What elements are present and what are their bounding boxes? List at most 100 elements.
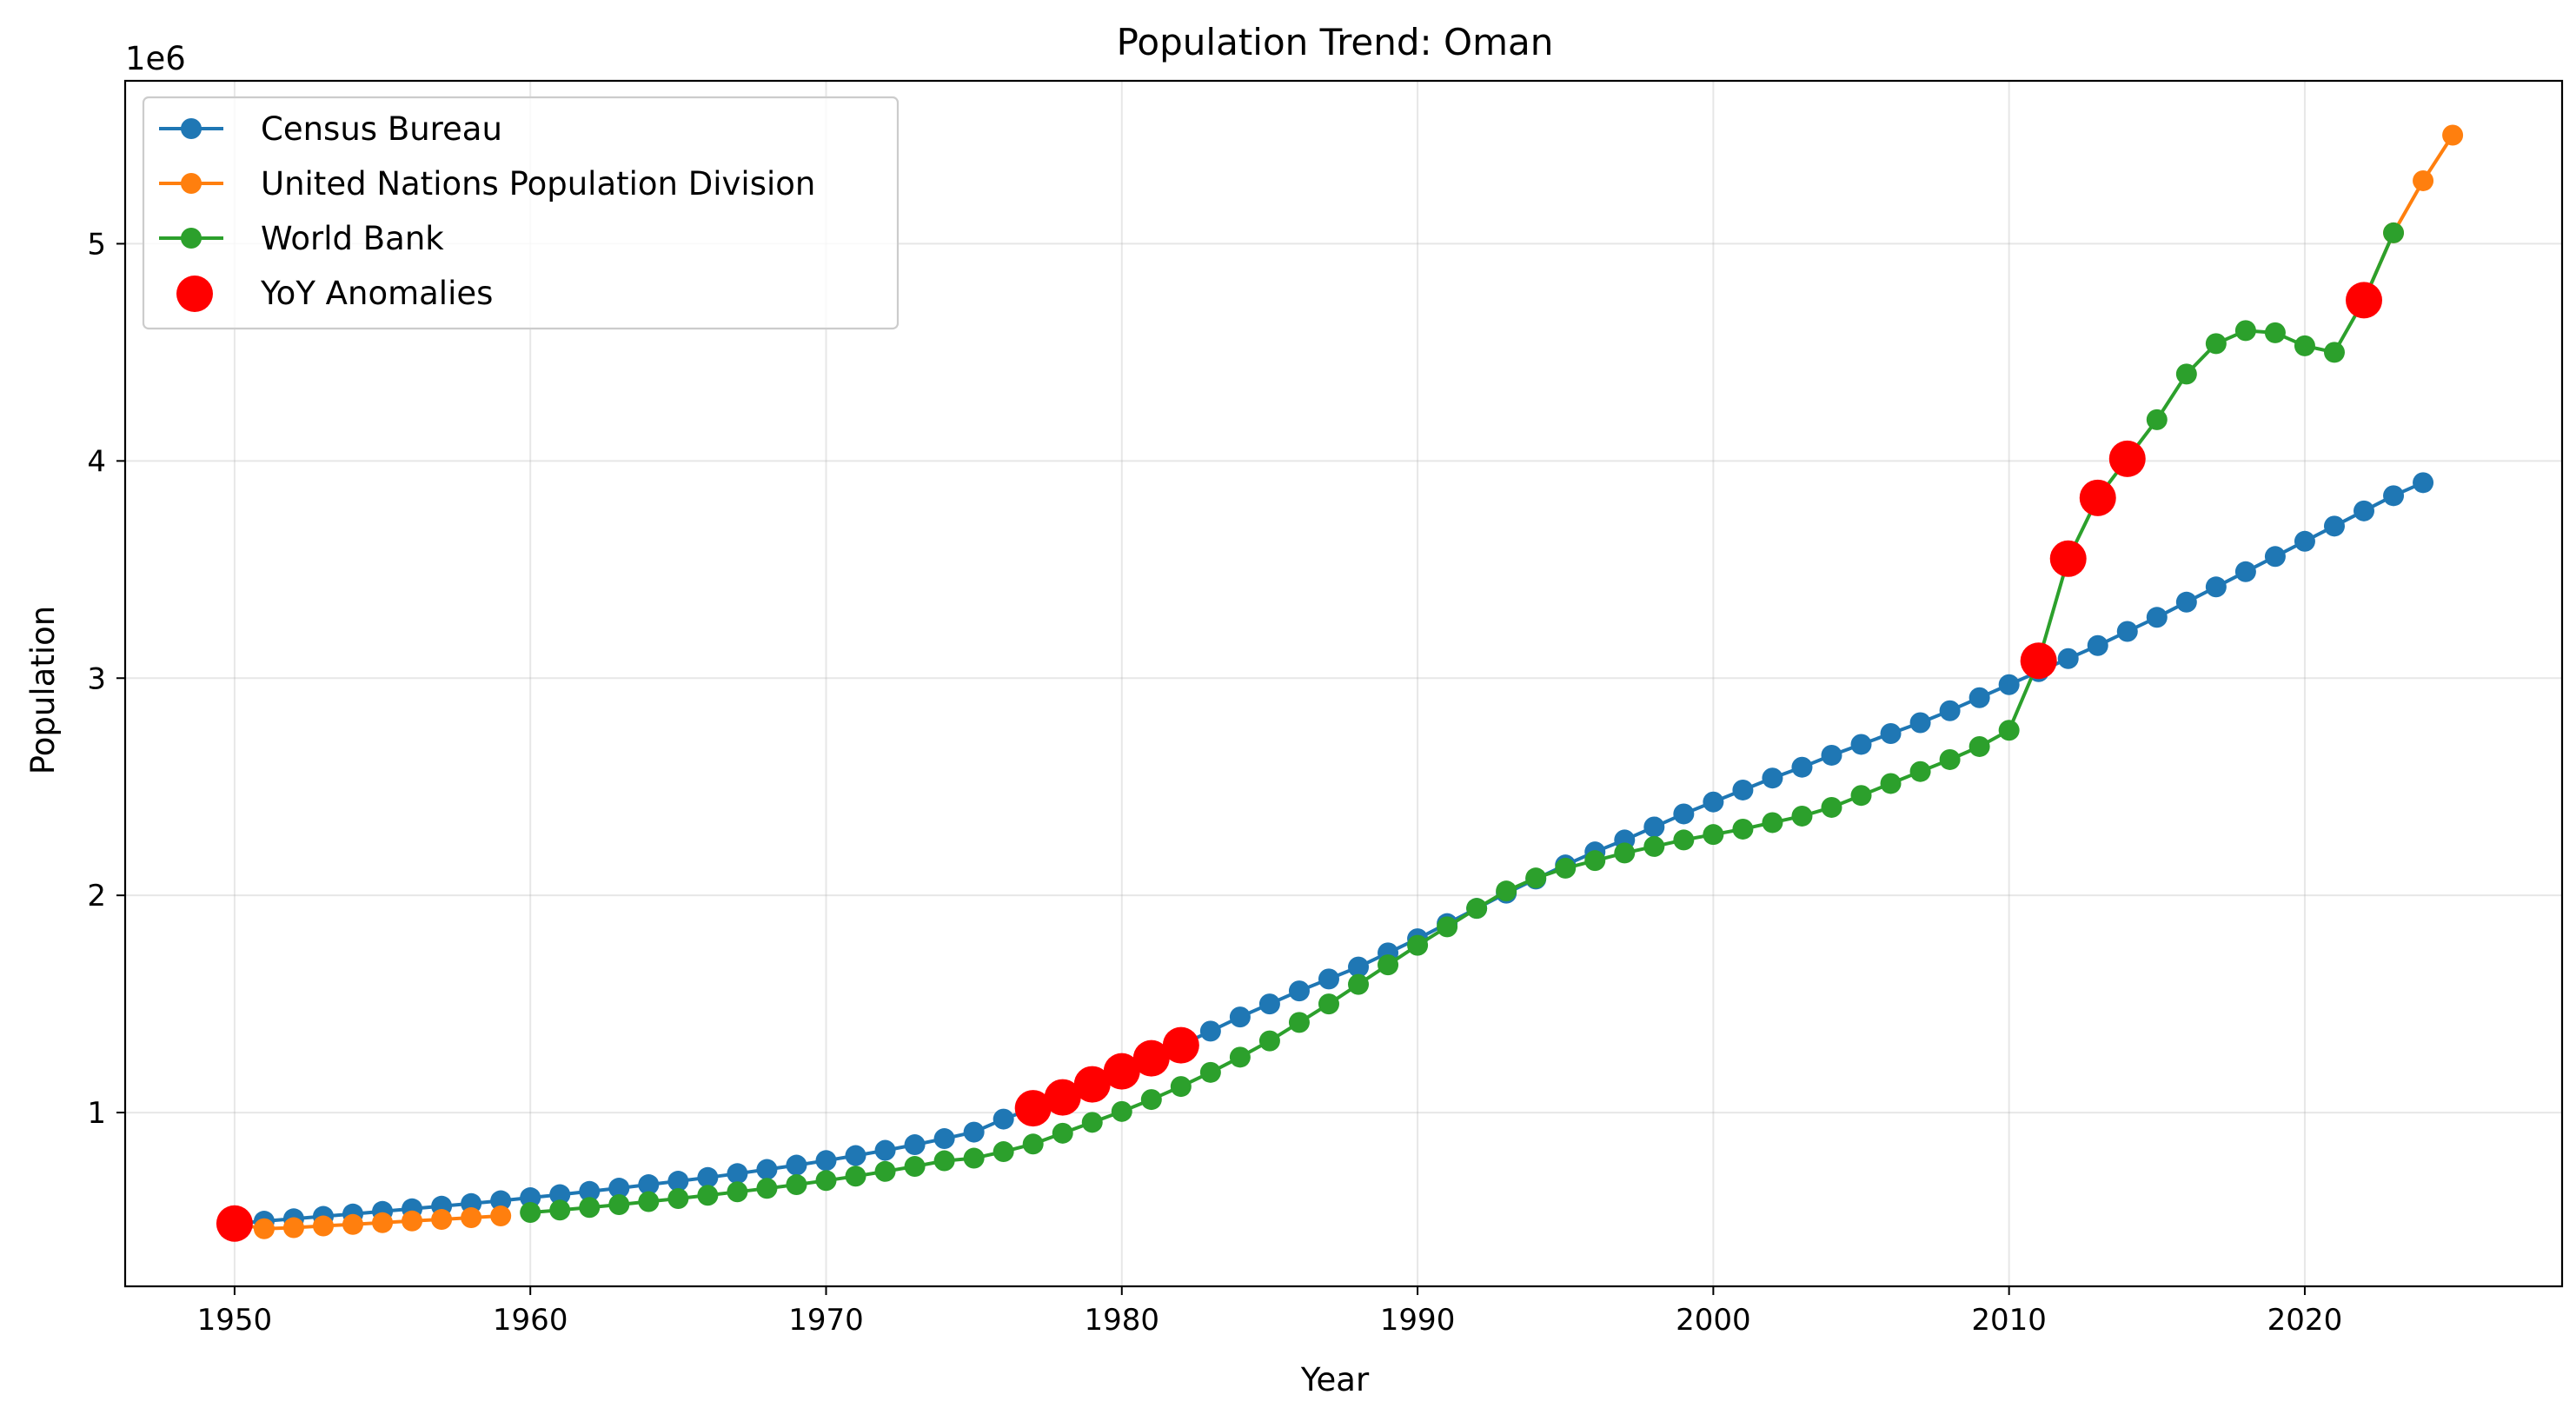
data-point	[2323, 342, 2345, 363]
data-point	[2175, 591, 2197, 613]
data-point	[2205, 576, 2227, 598]
data-point	[1791, 805, 1813, 827]
data-point	[1555, 857, 1577, 879]
data-point	[1850, 734, 1872, 755]
legend-marker-world-bank	[181, 228, 202, 249]
data-point	[1318, 993, 1339, 1015]
anomaly-point	[2079, 479, 2116, 516]
data-point	[2116, 621, 2138, 642]
data-point	[2442, 124, 2464, 146]
y-tick-label: 5	[87, 227, 106, 262]
data-point	[2383, 485, 2405, 507]
data-point	[312, 1215, 334, 1237]
data-point	[402, 1210, 423, 1232]
y-tick-label: 4	[87, 444, 106, 479]
x-tick-label: 1950	[197, 1303, 273, 1338]
anomaly-point	[2049, 540, 2087, 577]
data-point	[993, 1141, 1014, 1163]
y-tick-label: 2	[87, 879, 106, 913]
legend-marker-census-bureau	[181, 118, 202, 139]
data-point	[1791, 756, 1813, 778]
data-point	[963, 1121, 985, 1143]
data-point	[1437, 916, 1458, 938]
x-tick-label: 2020	[2267, 1303, 2343, 1338]
data-point	[727, 1181, 748, 1203]
y-tick-label: 1	[87, 1096, 106, 1131]
data-point	[1732, 779, 1754, 800]
anomaly-layer	[216, 282, 2383, 1242]
data-point	[1939, 748, 1961, 770]
data-point	[1348, 956, 1370, 978]
data-point	[2087, 634, 2108, 656]
data-point	[1673, 803, 1695, 825]
anomaly-point	[1014, 1090, 1052, 1127]
data-point	[697, 1185, 719, 1206]
data-point	[1880, 773, 1902, 794]
data-point	[1762, 767, 1783, 789]
x-tick-label: 1990	[1380, 1303, 1456, 1338]
legend-label-census-bureau: Census Bureau	[261, 110, 502, 148]
anomaly-point	[2108, 440, 2146, 477]
data-point	[815, 1170, 837, 1192]
data-point	[1584, 850, 1606, 872]
data-point	[667, 1188, 689, 1210]
legend-marker-yoy-anomalies	[176, 276, 213, 312]
x-axis-label: Year	[1300, 1361, 1370, 1398]
data-point	[2175, 363, 2197, 385]
data-point	[549, 1184, 571, 1205]
anomaly-point	[2346, 282, 2383, 319]
data-point	[2383, 222, 2405, 243]
y-tick-label: 3	[87, 661, 106, 696]
data-point	[1229, 1006, 1251, 1028]
data-point	[1643, 816, 1665, 838]
data-point	[1258, 1030, 1280, 1052]
data-point	[1673, 829, 1695, 851]
legend-entry-united-nations: United Nations Population Division	[159, 165, 815, 203]
data-point	[1258, 993, 1280, 1015]
data-point	[904, 1156, 926, 1178]
data-point	[933, 1150, 955, 1172]
data-point	[2294, 530, 2315, 552]
legend-entry-world-bank: World Bank	[159, 220, 444, 257]
data-point	[1229, 1046, 1251, 1068]
data-point	[520, 1187, 541, 1209]
data-point	[786, 1174, 807, 1196]
data-point	[431, 1209, 453, 1231]
data-point	[2413, 472, 2434, 494]
x-tick-label: 2010	[1971, 1303, 2047, 1338]
data-point	[1703, 824, 1724, 846]
data-point	[2354, 500, 2375, 521]
data-point	[904, 1134, 926, 1156]
data-point	[1939, 700, 1961, 721]
data-point	[963, 1147, 985, 1169]
data-point	[1821, 796, 1842, 818]
data-point	[2413, 169, 2434, 191]
legend-marker-united-nations	[181, 173, 202, 194]
y-axis-label: Population	[24, 606, 62, 774]
data-point	[608, 1178, 630, 1199]
axes-frame	[123, 79, 2564, 1288]
data-point	[520, 1202, 541, 1224]
data-point	[815, 1150, 837, 1172]
series-line	[530, 232, 2395, 1214]
legend-label-united-nations: United Nations Population Division	[261, 165, 815, 203]
data-point	[727, 1163, 748, 1185]
data-point	[1288, 1012, 1310, 1033]
data-point	[579, 1197, 601, 1219]
anomaly-point	[2020, 642, 2057, 680]
data-point	[1466, 898, 1488, 920]
data-point	[1998, 674, 2020, 695]
data-point	[1199, 1061, 1221, 1083]
data-point	[1909, 760, 1931, 782]
data-point	[1762, 812, 1783, 834]
data-point	[2234, 320, 2256, 342]
data-point	[756, 1159, 778, 1180]
data-point	[2146, 607, 2168, 628]
data-point	[845, 1166, 866, 1187]
data-point	[1052, 1122, 1073, 1144]
data-point	[697, 1166, 719, 1188]
data-point	[1969, 735, 1990, 757]
data-point	[1022, 1133, 1044, 1155]
data-point	[1880, 722, 1902, 744]
